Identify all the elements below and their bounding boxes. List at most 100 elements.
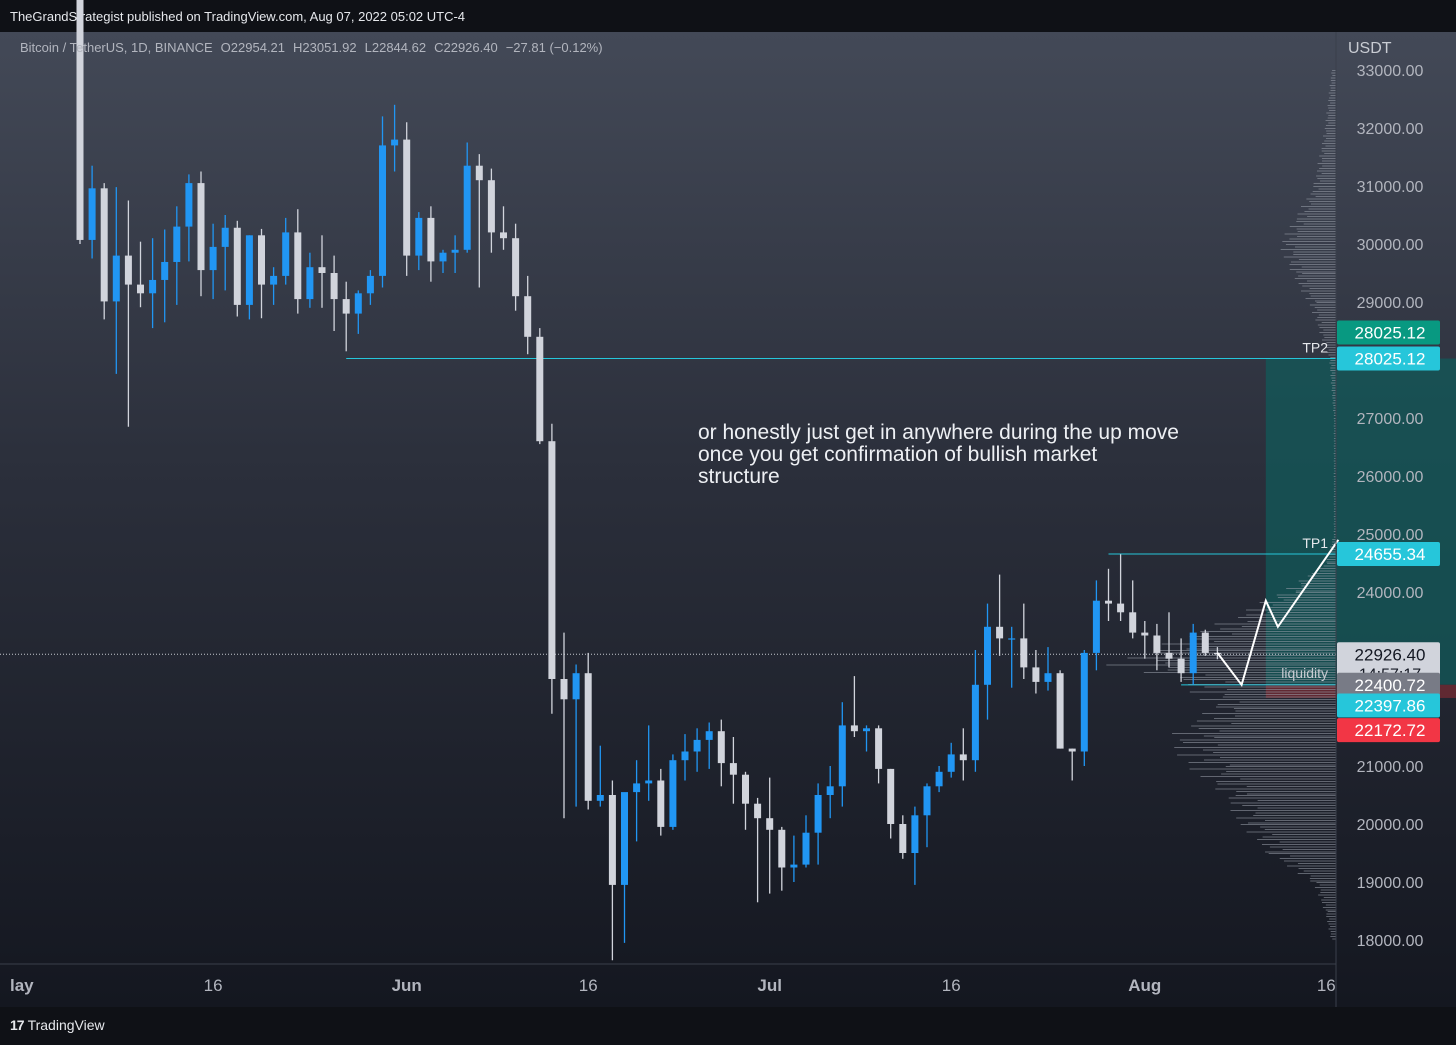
candle-body: [754, 803, 762, 819]
volume-profile-bar: [1307, 216, 1336, 217]
volume-profile-bar: [1235, 795, 1336, 796]
candle: [1056, 670, 1064, 749]
volume-profile-bar: [1333, 534, 1336, 535]
volume-profile-bar: [1272, 604, 1336, 606]
volume-profile-bar: [1290, 261, 1336, 263]
volume-profile-bar: [1332, 380, 1336, 381]
volume-profile-bar: [1334, 506, 1336, 507]
volume-profile-bar: [1334, 435, 1336, 437]
candle-body: [778, 829, 786, 868]
price-label: 22397.86: [1355, 697, 1426, 716]
volume-profile-bar: [1298, 580, 1336, 582]
volume-profile-bar: [1333, 405, 1336, 406]
volume-profile-bar: [1332, 541, 1336, 543]
candle-body: [88, 188, 96, 240]
volume-profile-bar: [1214, 641, 1336, 642]
volume-profile-bar: [1311, 578, 1336, 579]
volume-profile-bar: [1236, 817, 1336, 819]
x-tick-label: lay: [10, 976, 34, 995]
volume-profile-bar: [1188, 762, 1336, 763]
volume-profile-bar: [1332, 397, 1336, 399]
candle: [185, 174, 193, 262]
candle-body: [911, 815, 919, 853]
tradingview-logo[interactable]: 17 TradingView: [10, 1017, 105, 1033]
volume-profile-bar: [1191, 725, 1336, 727]
candle-body: [1008, 638, 1016, 640]
volume-profile-bar: [1316, 882, 1336, 883]
price-label-box: [1337, 541, 1440, 566]
legend-item: H23051.92: [293, 40, 357, 55]
volume-profile-bar: [1253, 815, 1336, 816]
volume-profile-bar: [1322, 907, 1336, 908]
volume-profile-bar: [1329, 551, 1336, 553]
volume-profile-bar: [1333, 438, 1336, 439]
candle: [415, 212, 423, 271]
volume-profile-bar: [1224, 694, 1336, 695]
volume-profile-bar: [1301, 266, 1336, 268]
volume-profile-bar: [1330, 87, 1336, 89]
candle-body: [693, 739, 701, 752]
target-zone: [1265, 358, 1456, 685]
candle: [318, 235, 326, 308]
candle-body: [1105, 600, 1112, 604]
volume-profile-bar: [1321, 902, 1336, 903]
volume-profile-bar: [1330, 102, 1336, 104]
volume-profile-bar: [1204, 686, 1336, 688]
volume-profile-bar: [1327, 105, 1336, 106]
candle-body: [621, 792, 628, 885]
legend-item: C22926.40: [434, 40, 498, 55]
candle: [88, 165, 96, 259]
volume-profile-bar: [1322, 165, 1336, 167]
candle-body: [742, 774, 749, 804]
volume-profile-bar: [1333, 531, 1336, 532]
volume-profile-bar: [1199, 699, 1336, 700]
volume-profile-bar: [1239, 701, 1336, 703]
candle: [100, 183, 108, 320]
volume-profile-bar: [1332, 938, 1336, 940]
volume-profile-bar: [1319, 327, 1336, 328]
candle-body: [1092, 600, 1100, 653]
volume-profile-bar: [1334, 450, 1336, 452]
volume-profile-bar: [1309, 878, 1336, 879]
candle: [282, 217, 290, 285]
volume-profile-bar: [1268, 853, 1336, 854]
volume-profile-bar: [1182, 742, 1336, 743]
volume-profile-bar: [1277, 597, 1336, 598]
candle-body: [439, 252, 447, 262]
volume-profile-bar: [1323, 897, 1336, 898]
y-tick-label: 19000.00: [1357, 875, 1424, 892]
volume-profile-bar: [1310, 193, 1336, 195]
candle-body: [1080, 652, 1088, 752]
candle: [379, 116, 386, 288]
candle: [161, 229, 169, 323]
volume-profile-bar: [1157, 650, 1336, 651]
publisher-text: TheGrandStrategist published on TradingV…: [10, 9, 466, 24]
volume-profile-bar: [1297, 863, 1336, 864]
x-tick-label: Jul: [757, 976, 782, 995]
volume-profile-bar: [1328, 349, 1336, 351]
volume-profile-bar: [1325, 904, 1336, 906]
volume-profile-bar: [1333, 536, 1336, 538]
candle-body: [1129, 612, 1137, 633]
volume-profile-bar: [1330, 370, 1336, 371]
x-tick-label: 16: [942, 976, 961, 995]
candle: [1044, 647, 1052, 691]
volume-profile-bar: [1323, 135, 1336, 137]
volume-profile-bar: [1327, 563, 1336, 564]
volume-profile-bar: [1255, 812, 1336, 814]
volume-profile-bar: [1332, 392, 1336, 394]
volume-profile-bar: [1286, 588, 1336, 589]
legend-item: −27.81 (−0.12%): [506, 40, 603, 55]
volume-profile-bar: [1332, 385, 1336, 386]
volume-profile-bar: [1334, 463, 1336, 464]
candle-body: [149, 279, 157, 294]
volume-profile-bar: [1283, 860, 1336, 862]
volume-profile-bar: [1246, 609, 1336, 611]
candle: [705, 722, 713, 769]
volume-profile-bar: [1241, 626, 1336, 627]
candle: [294, 209, 302, 314]
footer-bar: [0, 1007, 1456, 1045]
volume-profile-bar: [1333, 407, 1336, 409]
candle-body: [766, 818, 774, 830]
